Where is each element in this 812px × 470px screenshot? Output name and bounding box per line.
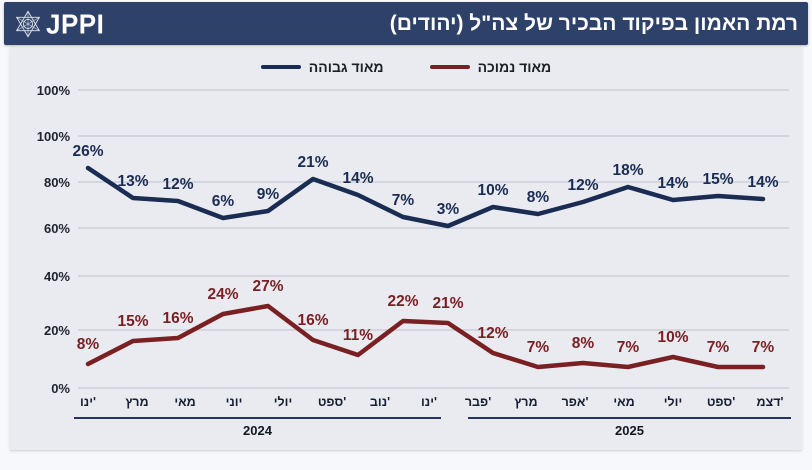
data-label: 12% (162, 176, 193, 193)
legend-item-very-low: מאוד נמוכה (429, 59, 552, 75)
data-label: 26% (72, 143, 103, 160)
legend-label-very-high: מאוד גבוהה (308, 59, 384, 75)
y-tick-label: 60% (44, 221, 70, 236)
y-tick-label: 80% (44, 175, 70, 190)
data-label: 7% (707, 339, 730, 356)
data-label: 22% (387, 293, 418, 310)
data-label: 3% (437, 201, 460, 218)
legend: מאוד גבוהה מאוד נמוכה (10, 60, 802, 74)
x-tick-label: מאי (174, 395, 195, 409)
x-tick-label: אפר' (562, 395, 589, 409)
data-label: 12% (567, 177, 598, 194)
data-label: 14% (342, 170, 373, 187)
x-tick-label: ינו' (421, 395, 437, 409)
data-label: 10% (477, 182, 508, 199)
x-tick-label: נוב' (370, 395, 390, 409)
data-label: 27% (252, 278, 283, 295)
x-tick-label: ינו' (80, 395, 96, 409)
data-label: 18% (612, 162, 643, 179)
x-tick-label: פבר' (465, 395, 491, 409)
series-line-very-high (85, 165, 766, 229)
y-tick-label: 0% (51, 381, 70, 396)
y-tick-label: 100% (37, 83, 71, 98)
jppi-logo: JPPI (12, 8, 104, 40)
data-label: 8% (572, 335, 595, 352)
data-label: 16% (162, 310, 193, 327)
data-label: 6% (212, 193, 235, 210)
star-of-david-icon (15, 9, 41, 38)
x-tick-label: יולי (664, 395, 682, 409)
x-tick-label: ספט' (318, 395, 346, 409)
data-label: 7% (527, 339, 550, 356)
x-tick-label: יוני (226, 395, 243, 409)
x-tick-label: דצמ' (757, 395, 784, 409)
data-label: 8% (77, 336, 100, 353)
very-low-line-swatch (429, 65, 470, 69)
series-line-very-low (85, 303, 766, 370)
legend-item-very-high: מאוד גבוהה (260, 59, 384, 75)
logo-text: JPPI (46, 7, 105, 40)
x-tick-label: ספט' (707, 395, 735, 409)
data-label: 13% (117, 173, 148, 190)
x-tick-label: מרץ (514, 395, 537, 409)
year-label: 2024 (243, 423, 273, 438)
data-label: 24% (207, 286, 238, 303)
data-label: 11% (343, 327, 373, 344)
header-bar: JPPI רמת האמון בפיקוד הבכיר של צה"ל (יהו… (4, 2, 808, 45)
chart-panel: מאוד גבוהה מאוד נמוכה 0% 20% 40% 60% 80% 100%… (10, 48, 802, 451)
y-tick-label: 100% (37, 129, 71, 144)
data-label: 15% (117, 313, 148, 330)
data-label: 7% (752, 339, 775, 356)
data-label: 12% (477, 325, 508, 342)
legend-label-very-low: מאוד נמוכה (477, 59, 552, 75)
very-high-line-swatch (260, 65, 301, 69)
data-label: 7% (617, 339, 640, 356)
data-label: 9% (257, 186, 280, 203)
data-label: 15% (702, 171, 733, 188)
x-tick-label: מאי (613, 395, 634, 409)
data-label: 14% (747, 174, 778, 191)
data-label: 10% (657, 329, 688, 346)
chart-canvas: 0% 20% 40% 60% 80% 100% 100% ינו' מרץ מאי יוני יולי… (37, 83, 791, 438)
y-tick-label: 20% (44, 323, 70, 338)
x-tick-label: מרץ (125, 395, 148, 409)
chart-title: רמת האמון בפיקוד הבכיר של צה"ל (יהודים) (389, 11, 798, 35)
y-tick-label: 40% (44, 269, 70, 284)
year-label: 2025 (615, 423, 644, 438)
data-label: 7% (392, 192, 415, 209)
data-label: 21% (432, 295, 463, 312)
data-label: 8% (527, 189, 550, 206)
data-label: 16% (297, 312, 328, 329)
data-label: 14% (657, 175, 688, 192)
x-tick-label: יולי (274, 395, 292, 409)
data-label: 21% (297, 154, 328, 171)
